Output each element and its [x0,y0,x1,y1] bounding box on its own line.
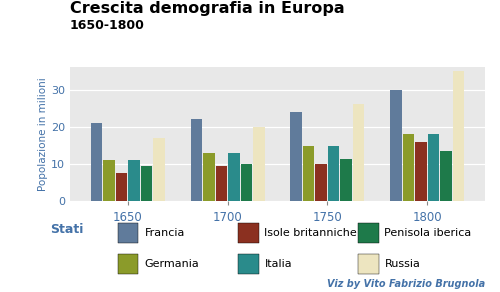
Bar [316,164,327,201]
Bar [104,160,115,201]
Bar [203,153,214,201]
Bar [228,153,239,201]
Bar [390,90,402,201]
Y-axis label: Popolazione in milioni: Popolazione in milioni [38,77,48,191]
Text: 1650-1800: 1650-1800 [70,19,145,32]
Bar [303,145,314,201]
Text: Italia: Italia [264,259,292,269]
Text: Viz by Vito Fabrizio Brugnola: Viz by Vito Fabrizio Brugnola [327,279,485,289]
Bar [428,134,439,201]
Bar [91,123,102,201]
Bar [190,119,202,201]
Bar [216,166,227,201]
Bar [340,159,352,201]
Text: Crescita demografia in Europa: Crescita demografia in Europa [70,1,344,16]
Bar [240,164,252,201]
Text: Francia: Francia [144,228,185,238]
Bar [154,138,165,201]
Bar [290,112,302,201]
Bar [440,151,452,201]
Bar [402,134,414,201]
Text: Penisola iberica: Penisola iberica [384,228,472,238]
Bar [452,71,464,201]
Text: Isole britanniche: Isole britanniche [264,228,357,238]
Bar [253,127,264,201]
Text: Germania: Germania [144,259,199,269]
Text: Russia: Russia [384,259,420,269]
Bar [328,145,340,201]
Text: Stati: Stati [50,223,84,237]
Bar [128,160,140,201]
Bar [116,173,128,201]
Bar [415,142,426,201]
Bar [141,166,152,201]
Bar [353,105,364,201]
